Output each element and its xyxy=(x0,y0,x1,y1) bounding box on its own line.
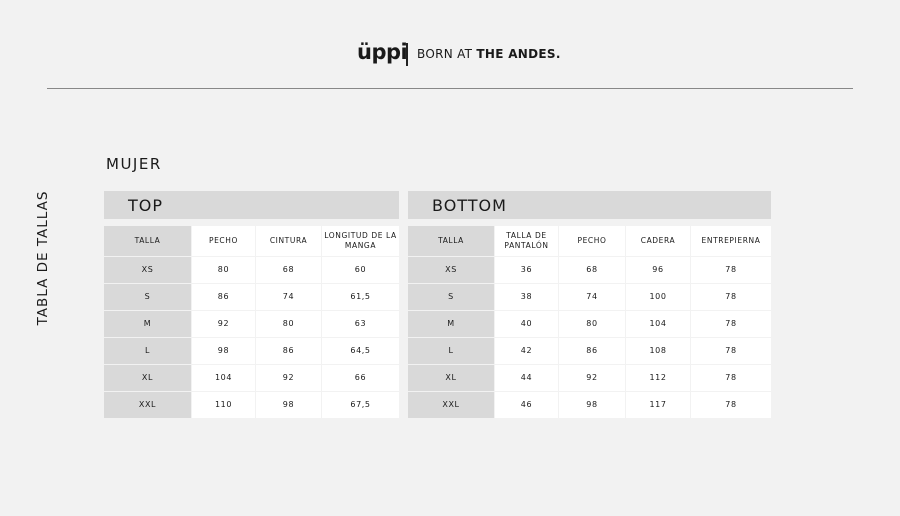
top-header-cell: TALLA xyxy=(104,226,191,256)
top-value-cell: 60 xyxy=(322,257,399,283)
tagline-light: BORN AT xyxy=(417,47,477,61)
bottom-size-table: TALLA TALLA DE PANTALÓN PECHO CADERA ENTREPI… xyxy=(408,226,771,418)
top-value-cell: 74 xyxy=(256,284,321,310)
bottom-value-cell: 44 xyxy=(495,365,558,391)
bottom-header-cell: TALLA DE PANTALÓN xyxy=(495,226,558,256)
top-size-table: TALLA PECHO CINTURA LONGITUD DE LA MANGA XS 8… xyxy=(104,226,399,418)
bottom-value-cell: 80 xyxy=(559,311,625,337)
bottom-value-cell: 46 xyxy=(495,392,558,418)
bottom-value-cell: 42 xyxy=(495,338,558,364)
top-value-cell: 63 xyxy=(322,311,399,337)
bottom-value-cell: 112 xyxy=(626,365,690,391)
top-header-cell: PECHO xyxy=(192,226,255,256)
bottom-value-cell: 40 xyxy=(495,311,558,337)
top-header-cell: CINTURA xyxy=(256,226,321,256)
top-value-cell: 98 xyxy=(192,338,255,364)
top-value-cell: 66 xyxy=(322,365,399,391)
bottom-value-cell: 38 xyxy=(495,284,558,310)
top-value-cell: 68 xyxy=(256,257,321,283)
bottom-title: BOTTOM xyxy=(408,191,771,219)
header-divider xyxy=(47,88,853,89)
top-value-cell: 92 xyxy=(256,365,321,391)
top-value-cell: 61,5 xyxy=(322,284,399,310)
bottom-value-cell: 68 xyxy=(559,257,625,283)
bottom-value-cell: 100 xyxy=(626,284,690,310)
top-value-cell: 86 xyxy=(192,284,255,310)
bottom-value-cell: 117 xyxy=(626,392,690,418)
brand-tagline: BORN AT THE ANDES. xyxy=(417,47,561,61)
bottom-size-cell: L xyxy=(408,338,494,364)
brand-logo: üppi xyxy=(357,40,408,64)
bottom-value-cell: 104 xyxy=(626,311,690,337)
top-value-cell: 80 xyxy=(192,257,255,283)
top-size-cell: S xyxy=(104,284,191,310)
bottom-value-cell: 98 xyxy=(559,392,625,418)
top-value-cell: 86 xyxy=(256,338,321,364)
bottom-size-cell: M xyxy=(408,311,494,337)
bottom-value-cell: 108 xyxy=(626,338,690,364)
bottom-value-cell: 78 xyxy=(691,284,771,310)
top-title: TOP xyxy=(104,191,399,219)
top-size-cell: XXL xyxy=(104,392,191,418)
top-value-cell: 80 xyxy=(256,311,321,337)
top-value-cell: 104 xyxy=(192,365,255,391)
bottom-value-cell: 78 xyxy=(691,257,771,283)
bottom-size-cell: XL xyxy=(408,365,494,391)
top-header-cell: LONGITUD DE LA MANGA xyxy=(322,226,399,256)
bottom-size-cell: XS xyxy=(408,257,494,283)
top-value-cell: 64,5 xyxy=(322,338,399,364)
top-size-cell: M xyxy=(104,311,191,337)
side-title: TABLA DE TALLAS xyxy=(35,190,51,326)
tagline-bold: THE ANDES. xyxy=(476,47,561,61)
bottom-header-cell: CADERA xyxy=(626,226,690,256)
bottom-value-cell: 78 xyxy=(691,338,771,364)
bottom-value-cell: 74 xyxy=(559,284,625,310)
top-value-cell: 67,5 xyxy=(322,392,399,418)
bottom-size-cell: XXL xyxy=(408,392,494,418)
bottom-value-cell: 36 xyxy=(495,257,558,283)
top-value-cell: 110 xyxy=(192,392,255,418)
bottom-header-cell: TALLA xyxy=(408,226,494,256)
section-title: MUJER xyxy=(106,155,162,173)
bottom-header-cell: PECHO xyxy=(559,226,625,256)
logo-divider xyxy=(406,43,408,66)
bottom-value-cell: 78 xyxy=(691,392,771,418)
bottom-size-cell: S xyxy=(408,284,494,310)
bottom-value-cell: 96 xyxy=(626,257,690,283)
bottom-value-cell: 78 xyxy=(691,311,771,337)
top-value-cell: 98 xyxy=(256,392,321,418)
bottom-header-cell: ENTREPIERNA xyxy=(691,226,771,256)
bottom-value-cell: 78 xyxy=(691,365,771,391)
top-size-cell: XL xyxy=(104,365,191,391)
top-size-cell: XS xyxy=(104,257,191,283)
bottom-value-cell: 92 xyxy=(559,365,625,391)
bottom-value-cell: 86 xyxy=(559,338,625,364)
top-value-cell: 92 xyxy=(192,311,255,337)
top-size-cell: L xyxy=(104,338,191,364)
